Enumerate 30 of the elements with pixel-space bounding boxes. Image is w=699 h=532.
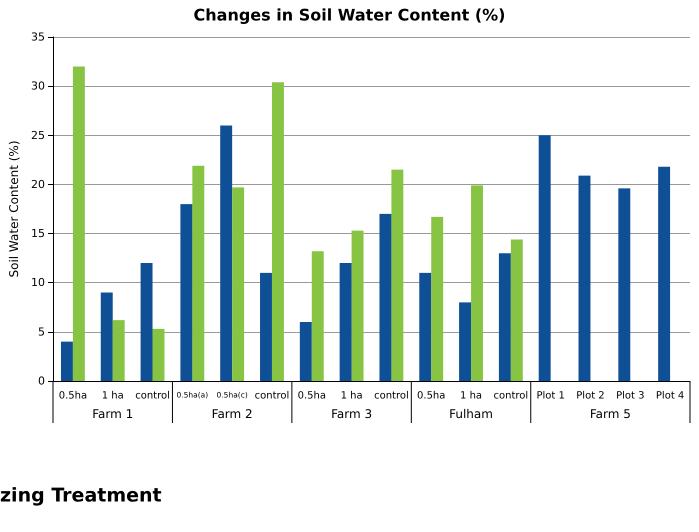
- x-tick-label: 0.5ha: [298, 390, 326, 402]
- text: Farm 2: [212, 407, 253, 421]
- x-tick-label: Plot 4: [656, 390, 684, 402]
- x-tick-label: 1 ha: [460, 390, 482, 402]
- text: Fulham: [449, 407, 493, 421]
- x-tick-label: 0.5ha: [58, 390, 88, 402]
- x-tick-label: control: [374, 390, 409, 402]
- y-tick-label: 35: [31, 30, 45, 44]
- x-tick-label: control: [494, 390, 528, 402]
- x-tick-label: Plot 1: [536, 390, 565, 402]
- y-tick-label: 5: [38, 325, 45, 338]
- x-tick-label: Plot 3: [616, 390, 644, 402]
- text: Farm 5: [590, 407, 631, 421]
- y-axis-title: Soil Water Content (%): [7, 140, 22, 278]
- text: zing Treatment: [0, 484, 162, 506]
- x-tick-label: 1 ha: [340, 390, 363, 402]
- text: Farm 1: [92, 407, 134, 421]
- x-tick-label: 0.5ha: [417, 390, 446, 402]
- y-tick-label: 30: [31, 80, 45, 93]
- x-tick-label: Plot 2: [576, 390, 605, 402]
- y-tick-label: 10: [31, 276, 45, 290]
- x-tick-label: control: [135, 390, 170, 402]
- text: Farm 3: [331, 407, 372, 421]
- y-tick-label: 15: [31, 227, 45, 240]
- chart-title: Changes in Soil Water Content (%): [194, 6, 506, 24]
- x-tick-label: control: [254, 390, 290, 402]
- y-tick-label: 0: [38, 374, 45, 388]
- y-tick-label: 25: [31, 128, 45, 142]
- x-tick-label: 1 ha: [102, 390, 124, 402]
- y-tick-label: 20: [31, 178, 45, 191]
